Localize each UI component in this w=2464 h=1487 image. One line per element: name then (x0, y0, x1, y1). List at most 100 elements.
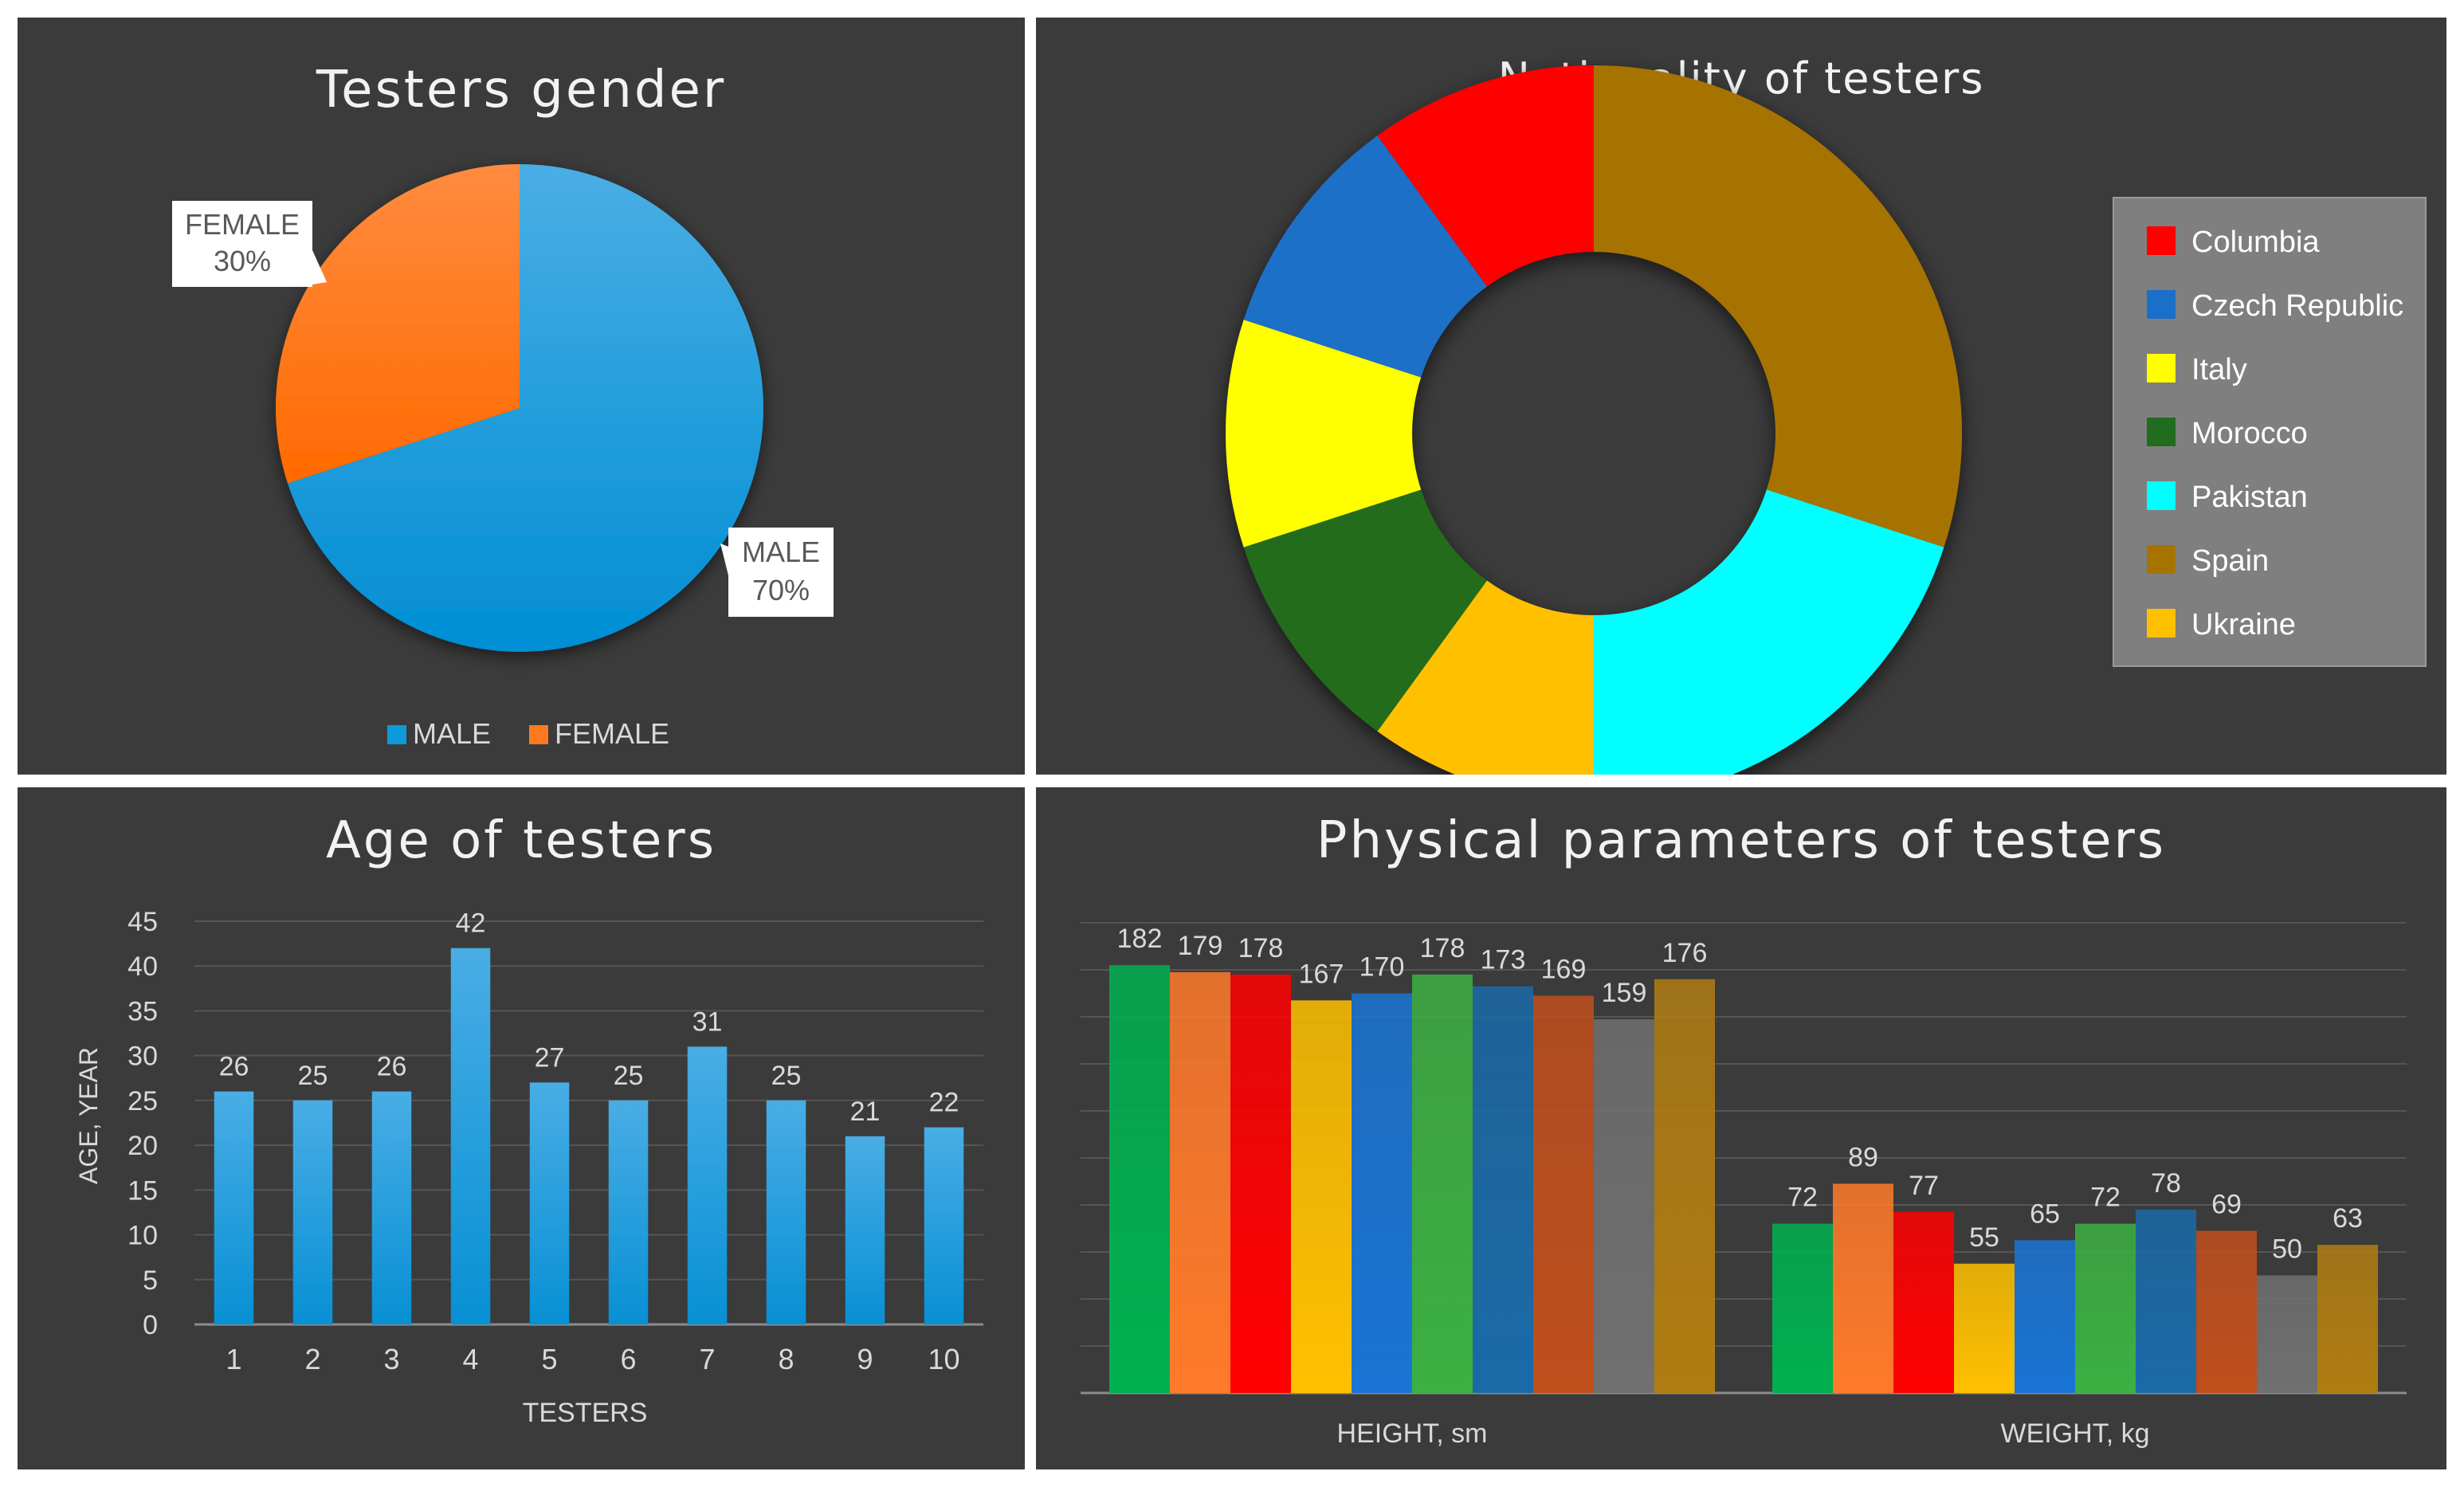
age-bar (766, 1100, 806, 1324)
phys-bar (2257, 1275, 2317, 1393)
age-bar (529, 1082, 570, 1324)
phys-bar (1594, 1018, 1654, 1393)
legend-swatch-italy (2147, 354, 2176, 383)
female-callout-pct: 30% (214, 245, 271, 277)
phys-bar-value-label: 182 (1117, 924, 1163, 954)
phys-bar (1893, 1211, 1954, 1393)
phys-bar (1473, 986, 1533, 1393)
legend-swatch-czech-republic (2147, 290, 2176, 319)
legend-swatch-pakistan (2147, 481, 2176, 510)
age-bar-value-label: 25 (614, 1061, 644, 1091)
phys-bar (1352, 993, 1412, 1393)
legend-label-columbia: Columbia (2191, 226, 2320, 259)
phys-bar-value-label: 89 (1848, 1142, 1878, 1172)
phys-bar (2015, 1240, 2075, 1393)
phys-bar-value-label: 65 (2030, 1199, 2060, 1229)
pie-slice-male (287, 164, 764, 652)
age-x-tick-label: 7 (699, 1343, 715, 1375)
nationality-chart-panel: Nationality of testers Columbia Czech Rep… (1036, 18, 2446, 775)
legend-label-morocco: Morocco (2191, 417, 2308, 450)
age-bar-value-label: 25 (771, 1061, 802, 1091)
phys-bar-value-label: 176 (1662, 938, 1708, 968)
pie-slice-female (276, 164, 520, 484)
phys-bar (2317, 1245, 2378, 1393)
phys-bar-value-label: 63 (2333, 1203, 2363, 1234)
age-x-tick-label: 1 (226, 1343, 241, 1375)
phys-bar (1654, 979, 1715, 1393)
age-x-tick-label: 10 (928, 1343, 959, 1375)
phys-bar (1954, 1263, 2015, 1393)
phys-bar-value-label: 173 (1481, 945, 1526, 975)
phys-bar (1833, 1183, 1893, 1393)
age-chart-panel: Age of testers 0 5 10 15 20 25 30 35 40 45 26 1 25 2… (18, 787, 1025, 1469)
age-y-tick-label: 5 (143, 1265, 158, 1296)
phys-bar (2136, 1209, 2196, 1393)
phys-group-label: WEIGHT, kg (2000, 1418, 2149, 1449)
age-bar (292, 1100, 333, 1324)
legend-female-label: FEMALE (555, 717, 669, 750)
legend-male-swatch (387, 725, 406, 744)
legend-male-label: MALE (413, 717, 491, 750)
phys-bar-value-label: 178 (1238, 933, 1284, 963)
phys-bar (1412, 974, 1473, 1393)
legend-female-swatch (529, 725, 548, 744)
age-x-tick-label: 9 (857, 1343, 873, 1375)
age-bar-value-label: 25 (298, 1061, 328, 1091)
phys-bar-value-label: 159 (1602, 978, 1647, 1008)
phys-bar-value-label: 72 (2090, 1183, 2121, 1213)
age-bar-value-label: 31 (693, 1006, 723, 1037)
phys-bar-value-label: 77 (1909, 1171, 1939, 1201)
age-bar (608, 1100, 649, 1324)
age-y-tick-label: 20 (128, 1131, 158, 1161)
donut-segment-ukraine (1377, 580, 1594, 775)
donut-segment-columbia (1377, 65, 1594, 287)
phys-bar (1109, 965, 1170, 1393)
age-y-tick-label: 35 (128, 996, 158, 1026)
donut-segment-spain (1594, 65, 1962, 547)
legend-swatch-ukraine (2147, 609, 2176, 638)
age-x-tick-label: 2 (304, 1343, 320, 1375)
physical-chart-panel: Physical parameters of testers 182 179 178… (1036, 787, 2446, 1469)
age-y-tick-label: 40 (128, 951, 158, 982)
legend-label-ukraine: Ukraine (2191, 608, 2296, 641)
legend-swatch-morocco (2147, 418, 2176, 446)
donut-segment-morocco (1243, 489, 1487, 732)
legend-label-czech-republic: Czech Republic (2191, 289, 2403, 323)
age-bar (845, 1136, 885, 1324)
legend-label-pakistan: Pakistan (2191, 481, 2308, 514)
phys-bar-value-label: 72 (1787, 1183, 1818, 1213)
age-bar (924, 1127, 964, 1324)
male-callout-box (720, 528, 834, 617)
age-x-tick-label: 6 (620, 1343, 636, 1375)
phys-bar-value-label: 50 (2272, 1234, 2302, 1265)
age-x-tick-label: 3 (383, 1343, 399, 1375)
age-bar (450, 948, 491, 1324)
age-bar-value-label: 21 (850, 1097, 881, 1127)
legend-swatch-columbia (2147, 226, 2176, 255)
phys-bar (1291, 1000, 1352, 1393)
male-callout-name: MALE (742, 536, 820, 568)
age-y-tick-label: 30 (128, 1042, 158, 1072)
legend-label-spain: Spain (2191, 544, 2269, 578)
female-callout-box (172, 201, 327, 287)
age-x-tick-label: 4 (462, 1343, 478, 1375)
male-callout-pct: 70% (752, 574, 810, 606)
age-bar-value-label: 26 (219, 1052, 249, 1082)
age-bar (371, 1091, 412, 1324)
phys-bar-value-label: 169 (1541, 954, 1587, 984)
phys-bar (1230, 974, 1291, 1393)
phys-bar (2075, 1223, 2136, 1393)
age-bar (214, 1091, 254, 1324)
age-x-tick-label: 8 (778, 1343, 794, 1375)
female-callout-name: FEMALE (185, 208, 300, 241)
age-bar (687, 1046, 728, 1324)
phys-bar-value-label: 78 (2151, 1168, 2181, 1199)
donut-segment-pakistan (1594, 489, 1944, 775)
age-y-tick-label: 25 (128, 1086, 158, 1116)
phys-bar-value-label: 167 (1299, 959, 1344, 989)
age-bar-value-label: 27 (535, 1042, 565, 1073)
phys-group-label: HEIGHT, sm (1337, 1418, 1488, 1449)
phys-bar (2196, 1230, 2257, 1393)
age-y-tick-label: 0 (143, 1310, 158, 1340)
